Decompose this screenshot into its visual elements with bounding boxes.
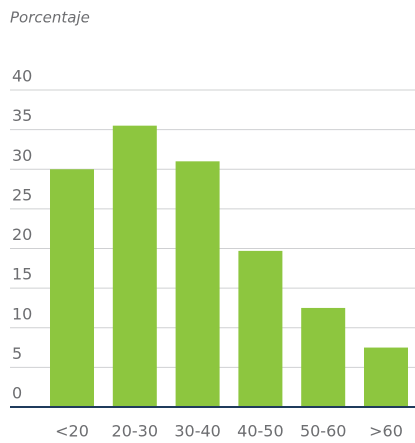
x-tick-label: >60: [369, 422, 403, 441]
y-tick-label: 5: [12, 344, 22, 363]
axis-title: Porcentaje: [10, 9, 90, 27]
y-tick-label: 40: [12, 67, 32, 86]
y-tick-label: 15: [12, 265, 32, 284]
y-tick-label: 35: [12, 106, 32, 125]
y-tick-label: 0: [12, 384, 22, 403]
bar: [112, 125, 157, 407]
y-tick-label: 25: [12, 185, 32, 204]
x-tick-label: 50-60: [300, 422, 347, 441]
x-tick-label: 30-40: [174, 422, 221, 441]
bar: [175, 161, 220, 407]
x-tick-label: 20-30: [112, 422, 159, 441]
x-tick-label: <20: [55, 422, 89, 441]
bar: [301, 307, 346, 407]
bar: [238, 250, 283, 407]
y-tick-label: 20: [12, 225, 32, 244]
bar: [50, 169, 94, 407]
bar: [364, 347, 408, 407]
x-tick-label: 40-50: [237, 422, 284, 441]
y-tick-label: 30: [12, 146, 32, 165]
y-tick-label: 10: [12, 304, 32, 323]
